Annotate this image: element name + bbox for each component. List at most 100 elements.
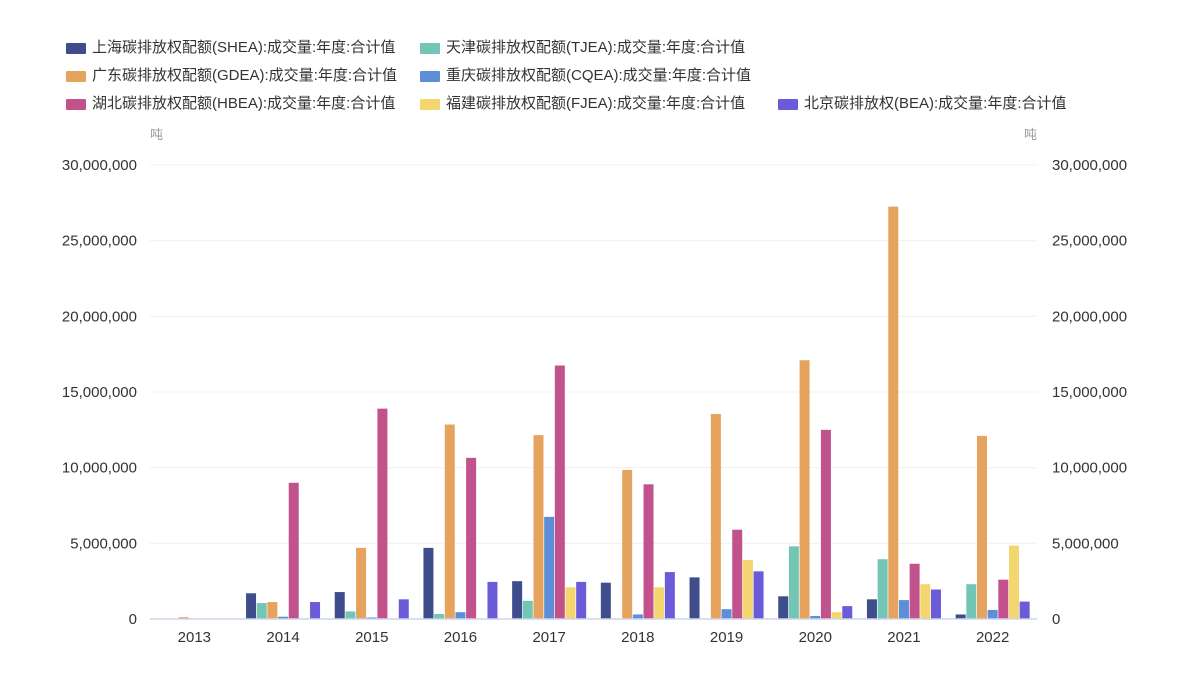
bar-bea-2020	[842, 606, 853, 619]
legend-label-bea: 北京碳排放权(BEA):成交量:年度:合计值	[804, 95, 1067, 112]
bar-cqea-2017	[544, 516, 555, 619]
y-tick-label-right: 30,000,000	[1052, 157, 1127, 174]
bar-gdea-2021	[888, 206, 899, 619]
legend-item-hbea[interactable]: 湖北碳排放权配额(HBEA):成交量:年度:合计值	[66, 96, 395, 112]
legend-item-fjea[interactable]: 福建碳排放权配额(FJEA):成交量:年度:合计值	[420, 96, 745, 112]
x-tick-label: 2016	[444, 629, 477, 646]
y-tick-label-left: 5,000,000	[70, 535, 137, 552]
legend-marker-hbea	[66, 98, 86, 110]
bar-gdea-2019	[710, 413, 721, 619]
bar-fjea-2018	[654, 587, 665, 619]
legend-marker-gdea	[66, 70, 86, 82]
bar-tjea-2021	[877, 559, 888, 619]
bar-cqea-2021	[898, 600, 909, 619]
x-tick-label: 2022	[976, 629, 1009, 646]
legend-label-gdea: 广东碳排放权配额(GDEA):成交量:年度:合计值	[92, 67, 398, 84]
legend-label-tjea: 天津碳排放权配额(TJEA):成交量:年度:合计值	[446, 39, 746, 56]
bar-gdea-2014	[267, 602, 278, 619]
legend-label-cqea: 重庆碳排放权配额(CQEA):成交量:年度:合计值	[446, 67, 752, 84]
bars	[178, 206, 1030, 619]
bar-hbea-2017	[554, 365, 565, 619]
x-tick-label: 2021	[887, 629, 920, 646]
bar-tjea-2017	[522, 600, 533, 619]
bar-gdea-2018	[622, 469, 633, 619]
x-tick-label: 2019	[710, 629, 743, 646]
bar-hbea-2022	[998, 579, 1009, 619]
bar-bea-2022	[1019, 601, 1030, 619]
bar-gdea-2022	[976, 435, 987, 619]
bar-fjea-2021	[920, 584, 931, 619]
legend-item-tjea[interactable]: 天津碳排放权配额(TJEA):成交量:年度:合计值	[420, 40, 745, 56]
bar-tjea-2016	[434, 614, 445, 619]
x-tick-label: 2020	[799, 629, 832, 646]
bar-bea-2019	[753, 571, 764, 619]
bar-hbea-2018	[643, 484, 654, 619]
x-tick-label: 2014	[266, 629, 299, 646]
y-tick-label-left: 20,000,000	[62, 308, 137, 325]
bar-shea-2015	[334, 592, 345, 619]
bar-hbea-2020	[820, 429, 831, 619]
bar-fjea-2020	[831, 612, 842, 619]
bar-bea-2016	[487, 581, 498, 619]
legend-item-cqea[interactable]: 重庆碳排放权配额(CQEA):成交量:年度:合计值	[420, 68, 751, 84]
bar-hbea-2019	[732, 529, 743, 619]
legend-label-hbea: 湖北碳排放权配额(HBEA):成交量:年度:合计值	[92, 95, 396, 112]
bar-hbea-2014	[288, 482, 299, 619]
legend-marker-fjea	[420, 98, 440, 110]
bar-shea-2018	[600, 582, 611, 619]
y-tick-label-left: 15,000,000	[62, 384, 137, 401]
bar-shea-2021	[866, 599, 877, 619]
bar-hbea-2015	[377, 408, 388, 619]
axes: 0 0 5,000,000 5,000,000 10,000,000 10,000,000…	[62, 157, 1127, 646]
y-axis-unit-left: 吨	[150, 127, 164, 142]
legend-marker-tjea	[420, 42, 440, 54]
legend-item-bea[interactable]: 北京碳排放权(BEA):成交量:年度:合计值	[778, 96, 1067, 112]
bar-cqea-2019	[721, 609, 732, 619]
bar-bea-2021	[930, 589, 941, 619]
bar-bea-2017	[576, 581, 587, 619]
y-tick-label-left: 25,000,000	[62, 233, 137, 250]
y-tick-label-right: 10,000,000	[1052, 460, 1127, 477]
bar-fjea-2022	[1008, 545, 1019, 619]
y-tick-label-left: 0	[129, 611, 137, 628]
legend-marker-bea	[778, 98, 798, 110]
x-tick-label: 2018	[621, 629, 654, 646]
legend-label-fjea: 福建碳排放权配额(FJEA):成交量:年度:合计值	[446, 95, 746, 112]
bar-gdea-2020	[799, 360, 810, 619]
bar-hbea-2021	[909, 563, 920, 619]
y-axis-unit-right: 吨	[1024, 127, 1038, 142]
bar-cqea-2022	[987, 609, 998, 619]
bar-hbea-2016	[466, 457, 477, 619]
legend-item-shea[interactable]: 上海碳排放权配额(SHEA):成交量:年度:合计值	[66, 40, 395, 56]
bar-fjea-2017	[565, 587, 576, 619]
bar-gdea-2016	[444, 424, 455, 619]
bar-bea-2014	[310, 602, 321, 619]
bar-gdea-2017	[533, 435, 544, 619]
bar-bea-2015	[398, 599, 409, 619]
legend-item-gdea[interactable]: 广东碳排放权配额(GDEA):成交量:年度:合计值	[66, 68, 397, 84]
gridlines	[150, 164, 1037, 544]
legend-label-shea: 上海碳排放权配额(SHEA):成交量:年度:合计值	[92, 39, 396, 56]
y-tick-label-right: 20,000,000	[1052, 308, 1127, 325]
legend-marker-cqea	[420, 70, 440, 82]
y-tick-label-left: 10,000,000	[62, 460, 137, 477]
bar-shea-2016	[423, 547, 434, 619]
y-tick-label-left: 30,000,000	[62, 157, 137, 174]
x-tick-label: 2013	[178, 629, 211, 646]
bar-cqea-2014	[278, 616, 289, 619]
bar-tjea-2015	[345, 611, 356, 619]
bar-cqea-2016	[455, 612, 466, 619]
x-tick-label: 2015	[355, 629, 388, 646]
x-tick-label: 2017	[532, 629, 565, 646]
bar-fjea-2019	[742, 559, 753, 619]
bar-tjea-2020	[788, 546, 799, 619]
y-tick-label-right: 0	[1052, 611, 1060, 628]
bar-cqea-2015	[366, 617, 377, 619]
bar-shea-2022	[955, 614, 966, 619]
bar-bea-2018	[664, 572, 675, 619]
y-tick-label-right: 15,000,000	[1052, 384, 1127, 401]
bar-shea-2017	[512, 581, 523, 619]
bar-shea-2019	[689, 577, 700, 619]
